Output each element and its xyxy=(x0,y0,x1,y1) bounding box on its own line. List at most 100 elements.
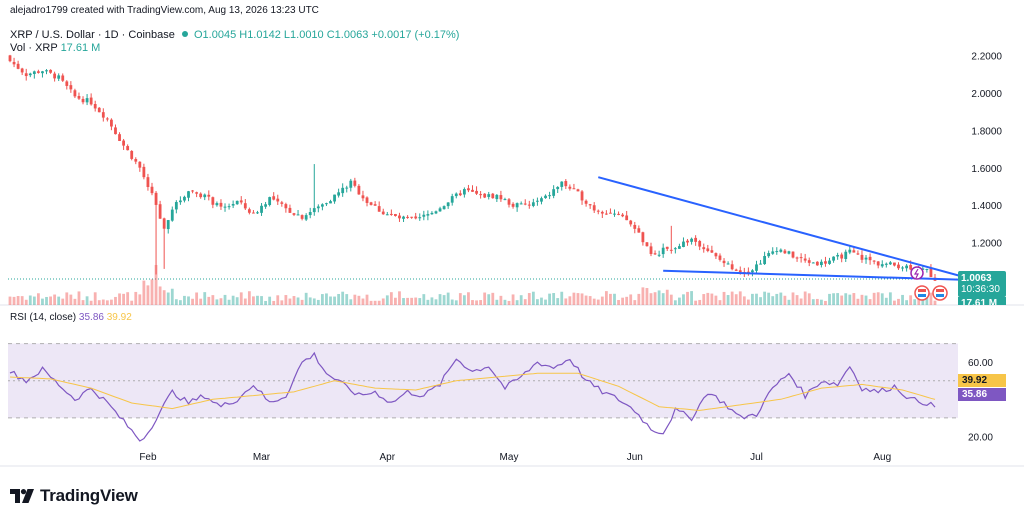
volume-bar xyxy=(702,294,706,305)
volume-bar xyxy=(742,296,746,305)
last-price-tag: 1.0063 10:36:30 xyxy=(958,271,1006,297)
candle-body xyxy=(45,70,48,72)
candle-body xyxy=(49,69,52,73)
price-axis-tick: 1.6000 xyxy=(971,164,1002,175)
candle-body xyxy=(223,206,227,208)
volume-bar xyxy=(227,299,231,305)
volume-bar xyxy=(381,298,385,305)
volume-bar xyxy=(377,300,381,305)
volume-bar xyxy=(783,295,787,305)
candle-body xyxy=(609,212,612,214)
volume-bar xyxy=(16,296,20,305)
volume-bar xyxy=(345,294,349,305)
candle-body xyxy=(361,195,365,199)
price-axis-tick: 1.4000 xyxy=(971,201,1002,212)
volume-bar xyxy=(337,293,341,305)
candle-body xyxy=(799,257,803,259)
candle-body xyxy=(690,238,693,242)
candle-body xyxy=(422,214,426,217)
candle-body xyxy=(880,264,884,267)
candle-body xyxy=(377,206,381,212)
volume-bar xyxy=(641,287,645,305)
volume-bar xyxy=(880,293,884,305)
volume-bar xyxy=(844,293,848,305)
candle-body xyxy=(576,189,580,192)
volume-bar xyxy=(759,297,762,305)
volume-bar xyxy=(361,298,365,305)
candle-body xyxy=(434,211,438,214)
trendline-upper xyxy=(598,176,976,282)
candle-body xyxy=(110,119,113,127)
volume-bar xyxy=(779,292,783,305)
volume-bar xyxy=(239,292,243,305)
candle-body xyxy=(446,202,450,207)
volume-bar xyxy=(105,300,109,305)
volume-bar xyxy=(523,299,527,305)
volume-bar xyxy=(385,295,389,305)
candle-body xyxy=(657,254,661,256)
candle-body xyxy=(97,107,101,113)
volume-bar xyxy=(852,293,856,305)
volume-bar xyxy=(905,300,909,305)
tradingview-logo[interactable]: TradingView xyxy=(10,486,138,506)
candle-body xyxy=(884,263,888,265)
volume-bar xyxy=(836,293,840,305)
volume-bar xyxy=(710,293,714,305)
candle-body xyxy=(552,189,556,196)
volume-bar xyxy=(77,291,81,305)
volume-bar xyxy=(304,292,308,305)
candle-body xyxy=(641,232,645,243)
candle-body xyxy=(105,118,109,120)
volume-bar xyxy=(775,293,779,305)
candle-body xyxy=(868,256,872,261)
volume-bar xyxy=(653,292,657,305)
volume-bar xyxy=(548,293,551,305)
volume-bar xyxy=(223,294,227,305)
candle-body xyxy=(381,211,385,215)
candle-body xyxy=(755,264,758,271)
volume-bar xyxy=(158,286,162,305)
candle-body xyxy=(888,262,892,265)
volume-bar xyxy=(215,299,219,305)
volume-bar xyxy=(231,295,235,305)
volume-bar xyxy=(722,291,726,305)
volume-bar xyxy=(625,296,629,305)
symbol-name[interactable]: XRP / U.S. Dollar · 1D · Coinbase xyxy=(10,29,175,41)
candle-body xyxy=(527,204,531,206)
volume-bar xyxy=(840,295,844,305)
candle-body xyxy=(560,181,564,187)
volume-bar xyxy=(576,293,580,305)
volume-bar xyxy=(572,292,576,305)
candle-body xyxy=(264,204,267,207)
candle-body xyxy=(73,90,77,97)
volume-bar xyxy=(280,300,284,305)
candle-body xyxy=(864,257,868,260)
candle-body xyxy=(580,191,584,201)
candle-body xyxy=(389,213,393,215)
candle-body xyxy=(856,253,860,255)
time-axis-tick: Jun xyxy=(627,452,643,463)
volume-bar xyxy=(718,300,722,305)
volume-label: Vol · XRP xyxy=(10,42,58,54)
candle-body xyxy=(803,258,807,261)
candle-body xyxy=(170,209,174,221)
volume-bar xyxy=(771,296,775,305)
candle-body xyxy=(101,112,105,118)
candle-body xyxy=(454,193,458,197)
candle-body xyxy=(921,268,925,270)
candle-body xyxy=(114,127,117,135)
volume-bar xyxy=(467,292,470,305)
candle-body xyxy=(398,215,401,219)
candle-body xyxy=(256,212,259,214)
candle-body xyxy=(702,247,706,250)
volume-bar xyxy=(101,299,105,305)
candle-body xyxy=(483,193,487,198)
candle-body xyxy=(592,205,596,211)
candle-body xyxy=(811,262,815,264)
candle-body xyxy=(418,217,422,219)
candle-body xyxy=(203,194,207,198)
volume-bar xyxy=(629,294,633,305)
volume-bar xyxy=(669,294,673,305)
